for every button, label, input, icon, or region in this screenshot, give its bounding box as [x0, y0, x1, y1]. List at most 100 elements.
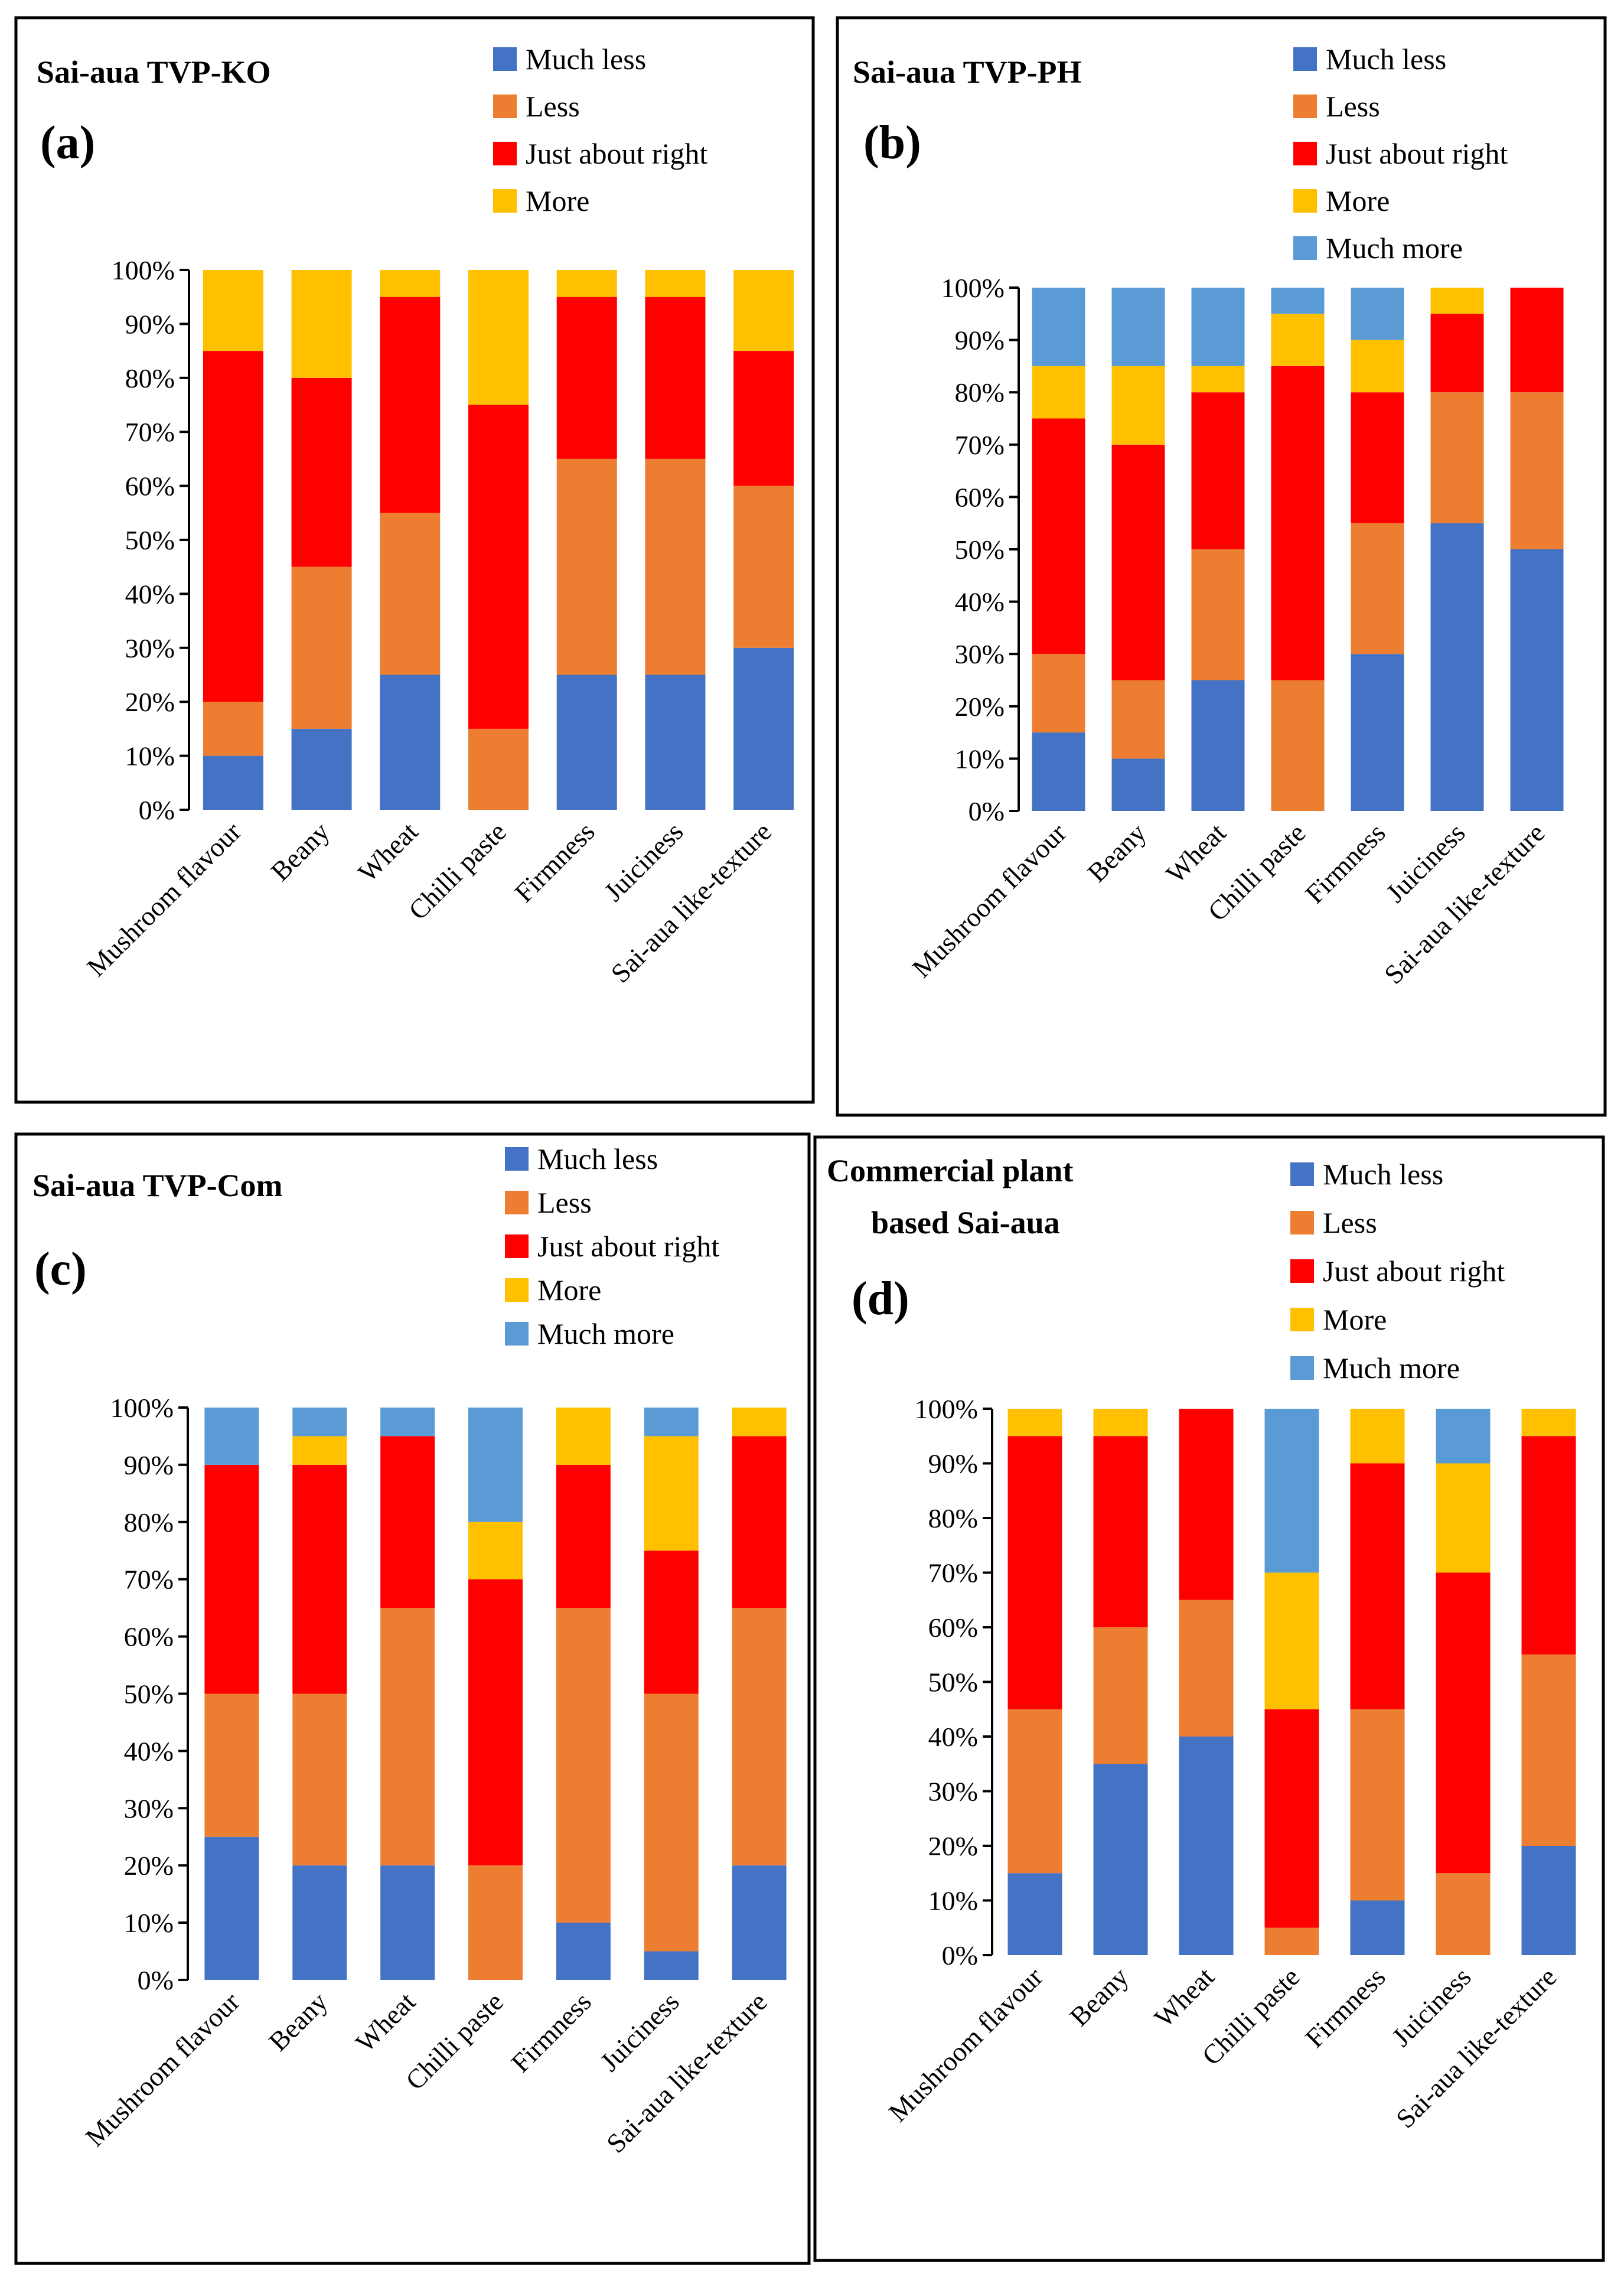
panel-c-bar-2-4 — [380, 1408, 435, 1436]
panel-a-plot: 0% 10% 20% 30% 40% 50% 60% 70% 80% 90% 100% Mushroo… — [81, 255, 794, 989]
panel-a-legend-label-3: More — [526, 184, 589, 217]
panel-b-y-tick-label-10: 100% — [941, 273, 1005, 303]
panel-d-bar-3-2 — [1264, 1709, 1319, 1928]
panel-d-y-tick-label-4: 40% — [928, 1722, 978, 1752]
panel-a-x-tick-label-3: Chilli paste — [403, 816, 512, 926]
panel-a-bar-2-3 — [380, 270, 441, 297]
panel-c-legend-label-0: Much less — [537, 1142, 658, 1175]
panel-b-y-tick-label-5: 50% — [955, 535, 1005, 565]
panel-b-bar-4-0 — [1351, 654, 1404, 811]
panel-b-bar-4-2 — [1351, 392, 1404, 523]
panel-c-y-tick-label-3: 30% — [124, 1793, 174, 1823]
panel-c-bar-4-0 — [556, 1923, 611, 1980]
panel-d: Commercial plant based Sai-aua (d) Much … — [827, 1153, 1576, 2134]
panel-d-bar-4-2 — [1350, 1463, 1405, 1709]
panel-b-bar-1-1 — [1111, 680, 1165, 759]
panel-b-bar-5-1 — [1430, 392, 1484, 523]
panel-c-y-tick-label-10: 100% — [110, 1393, 174, 1423]
panel-d-legend-swatch-4 — [1290, 1356, 1314, 1380]
panel-d-y-tick-label-8: 80% — [928, 1503, 978, 1533]
panel-c-legend-swatch-4 — [505, 1322, 529, 1346]
panel-b-bar-4-3 — [1351, 340, 1404, 393]
panel-d-bar-3-1 — [1264, 1927, 1319, 1955]
panel-c-bar-2-2 — [380, 1436, 435, 1608]
panel-d-bar-2-1 — [1179, 1600, 1234, 1737]
panel-b-bar-2-0 — [1191, 680, 1245, 811]
panel-b-legend-label-2: Just about right — [1326, 137, 1508, 170]
panel-b-x-tick-label-0: Mushroom flavour — [906, 817, 1072, 983]
panel-c-bar-0-0 — [204, 1836, 259, 1980]
panel-c-y-tick-label-9: 90% — [124, 1450, 174, 1480]
panel-c-bar-3-1 — [468, 1865, 523, 1980]
panel-c-y-tick-label-8: 80% — [124, 1507, 174, 1537]
panel-a-bar-5-1 — [645, 458, 706, 675]
panel-c-y-tick-label-7: 70% — [124, 1565, 174, 1595]
panel-a-legend-label-2: Just about right — [526, 137, 707, 170]
panel-b: Sai-aua TVP-PH (b) Much less Less Just abo… — [853, 43, 1564, 990]
panel-b-bar-3-2 — [1271, 366, 1325, 680]
panel-d-legend-label-2: Just about right — [1323, 1255, 1505, 1288]
panel-d-legend: Much less Less Just about right More Much mo… — [1290, 1158, 1505, 1385]
panel-d-x-tick-label-5: Juiciness — [1386, 1962, 1477, 2053]
panel-b-bar-1-4 — [1111, 288, 1165, 366]
panel-d-legend-label-1: Less — [1323, 1206, 1377, 1239]
panel-a-x-tick-label-1: Beany — [265, 816, 335, 887]
panel-d-legend-swatch-1 — [1290, 1211, 1314, 1234]
panel-d-legend-swatch-2 — [1290, 1259, 1314, 1283]
panel-d-y-tick-label-10: 100% — [915, 1394, 978, 1424]
panel-c-bar-3-2 — [468, 1579, 523, 1866]
panel-d-y-tick-label-5: 50% — [928, 1667, 978, 1698]
panel-b-legend-swatch-1 — [1293, 95, 1317, 118]
panel-b-y-tick-label-4: 40% — [955, 587, 1005, 617]
panel-c-x-tick-label-0: Mushroom flavour — [80, 1986, 246, 2152]
panel-d-x-tick-label-0: Mushroom flavour — [883, 1962, 1049, 2128]
panel-a-legend-swatch-2 — [493, 142, 517, 165]
panel-a-label: (a) — [40, 117, 95, 169]
panel-b-legend-swatch-4 — [1293, 236, 1317, 260]
panel-c-bar-1-4 — [292, 1408, 347, 1436]
panel-c-legend-swatch-1 — [505, 1191, 529, 1214]
panel-c-legend-label-2: Just about right — [537, 1230, 719, 1263]
panel-c-bar-3-4 — [468, 1408, 523, 1522]
panel-c-y-tick-label-5: 50% — [124, 1679, 174, 1709]
panel-a-bar-5-3 — [645, 270, 706, 297]
panel-b-bar-6-1 — [1510, 392, 1564, 549]
panel-a-bar-2-0 — [380, 675, 441, 810]
panel-d-label: (d) — [852, 1273, 909, 1325]
panel-c-legend-swatch-2 — [505, 1234, 529, 1258]
panel-c: Sai-aua TVP-Com (c) Much less Less Just ab… — [32, 1142, 787, 2159]
panel-c-x-tick-label-4: Firmness — [506, 1986, 597, 2078]
panel-b-legend-label-1: Less — [1326, 90, 1380, 123]
panel-d-y-tick-label-3: 30% — [928, 1777, 978, 1807]
panel-d-bar-0-1 — [1007, 1709, 1062, 1874]
panel-b-bar-1-0 — [1111, 758, 1165, 811]
panel-c-legend-label-1: Less — [537, 1186, 592, 1219]
panel-b-bar-2-2 — [1191, 392, 1245, 549]
panel-d-y-tick-label-6: 60% — [928, 1613, 978, 1643]
panel-b-legend-label-0: Much less — [1326, 43, 1446, 76]
panel-d-bar-5-2 — [1436, 1572, 1491, 1874]
panel-c-bar-6-2 — [732, 1436, 787, 1608]
panel-b-bar-0-4 — [1032, 288, 1085, 366]
panel-b-bar-6-2 — [1510, 288, 1564, 393]
panel-b-bar-4-4 — [1351, 288, 1404, 340]
panel-c-bar-5-0 — [644, 1951, 699, 1980]
panel-a-y-tick-label-7: 70% — [125, 417, 175, 447]
panel-a-y-tick-label-5: 50% — [125, 525, 175, 555]
panel-d-bar-2-0 — [1179, 1737, 1234, 1955]
panel-c-bar-1-2 — [292, 1464, 347, 1694]
panel-d-bar-4-0 — [1350, 1900, 1405, 1955]
panel-a-x-tick-label-2: Wheat — [352, 816, 423, 888]
panel-a: Sai-aua TVP-KO (a) Much less Less Just abo… — [37, 43, 794, 989]
panel-d-x-tick-label-6: Sai-aua like-texture — [1390, 1962, 1563, 2134]
panel-a-bar-6-1 — [733, 486, 794, 648]
panel-a-bar-5-0 — [645, 675, 706, 810]
panel-c-border — [14, 1132, 811, 2265]
panel-a-y-tick-label-9: 90% — [125, 309, 175, 339]
panel-a-legend-swatch-0 — [493, 47, 517, 71]
panel-a-bar-1-0 — [291, 728, 352, 810]
panel-a-y-tick-label-1: 10% — [125, 741, 175, 771]
panel-c-x-tick-label-2: Wheat — [350, 1986, 421, 2058]
panel-d-bar-6-3 — [1521, 1409, 1576, 1436]
